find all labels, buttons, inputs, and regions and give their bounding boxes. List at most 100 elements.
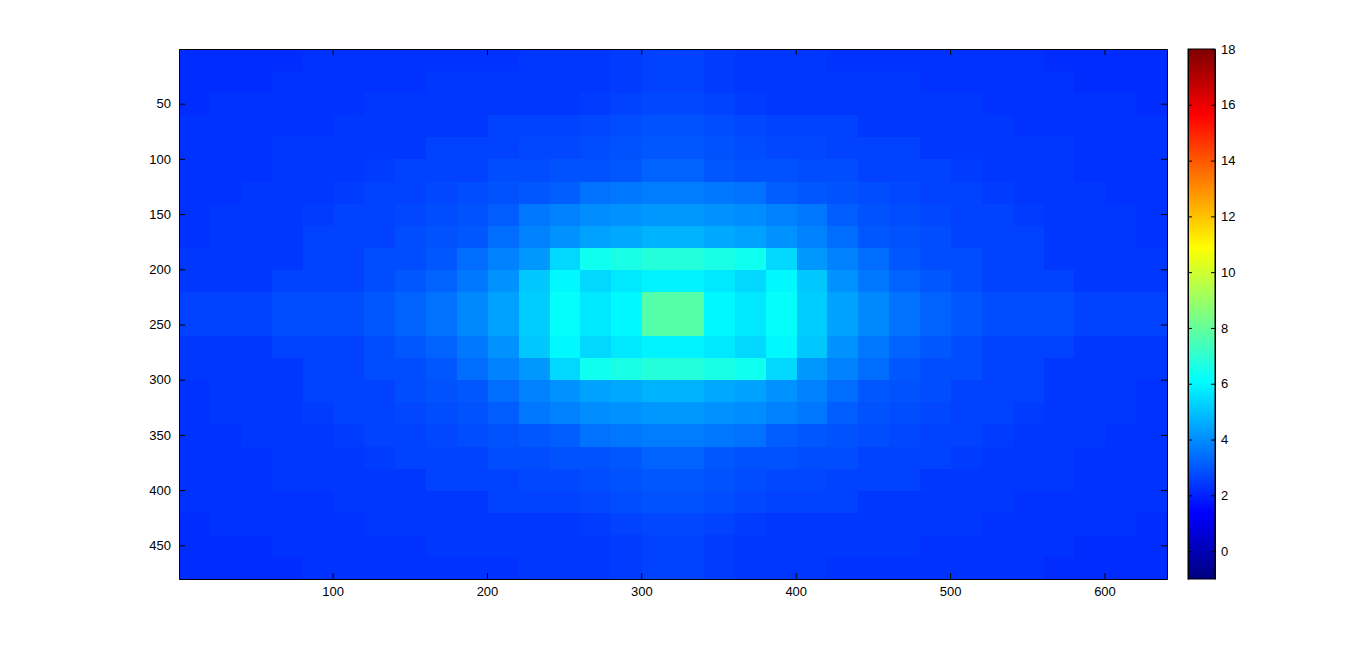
heat-cell [673, 182, 704, 205]
heat-cell [1074, 226, 1105, 249]
heat-cell [982, 270, 1013, 293]
heat-cell [1044, 447, 1075, 470]
tick: 50 [157, 96, 185, 111]
tick-mark [1211, 161, 1215, 162]
heat-cell [889, 336, 920, 359]
tick-mark [179, 269, 185, 270]
heat-cell [1074, 402, 1105, 425]
tick-mark [1161, 214, 1167, 215]
heat-cell [951, 402, 982, 425]
heat-cell [642, 513, 673, 536]
heat-cell [210, 491, 241, 514]
heat-cell [920, 270, 951, 293]
heat-cell [827, 535, 858, 558]
heat-cell [241, 380, 272, 403]
heat-cell [457, 71, 488, 94]
tick-mark [796, 49, 797, 55]
heat-cell [827, 336, 858, 359]
heat-cell [457, 292, 488, 315]
tick [333, 49, 334, 55]
tick-label: 0 [1221, 544, 1228, 559]
heat-cell [1136, 535, 1167, 558]
heat-cell [951, 182, 982, 205]
tick-label: 400 [149, 483, 171, 498]
heat-cell [797, 380, 828, 403]
tick-mark [1211, 105, 1215, 106]
heat-cell [889, 226, 920, 249]
heat-cell [611, 248, 642, 271]
heat-cell [1105, 292, 1136, 315]
heat-cell [272, 115, 303, 138]
heat-cell [1074, 314, 1105, 337]
heat-cell [766, 535, 797, 558]
heat-cell [889, 535, 920, 558]
heat-cell [550, 557, 581, 579]
tick: 0 [1211, 544, 1228, 559]
heat-cell [303, 204, 334, 227]
heat-cell [395, 336, 426, 359]
tick-label: 6 [1221, 376, 1228, 391]
heat-cell [797, 49, 828, 72]
heat-cell [1044, 204, 1075, 227]
heat-cell [766, 182, 797, 205]
heat-cell [889, 491, 920, 514]
heat-cell [673, 137, 704, 160]
tick [1161, 214, 1167, 215]
tick-mark [1161, 490, 1167, 491]
heat-cell [550, 424, 581, 447]
x-axis: 100200300400500600 [180, 573, 1168, 599]
heat-cell [827, 93, 858, 116]
heat-cell [488, 513, 519, 536]
heat-cell [1136, 270, 1167, 293]
heat-cell [735, 380, 766, 403]
heat-cell [1105, 159, 1136, 182]
heat-cell [179, 115, 210, 138]
heat-cell [179, 424, 210, 447]
heat-cell [1105, 49, 1136, 72]
heat-cell [611, 535, 642, 558]
heat-cell [766, 49, 797, 72]
heat-cell [179, 248, 210, 271]
heat-cell [1136, 226, 1167, 249]
heat-cell [920, 513, 951, 536]
tick [1161, 380, 1167, 381]
heat-cell [179, 380, 210, 403]
heat-cell [889, 402, 920, 425]
heat-cell [704, 314, 735, 337]
chart-svg: 1002003004005006005010015020025030035040… [0, 0, 1366, 651]
tick-label: 18 [1221, 42, 1235, 57]
heat-cell [1136, 491, 1167, 514]
heat-cell [580, 49, 611, 72]
heat-cell [550, 513, 581, 536]
heat-cell [766, 447, 797, 470]
heat-cell [426, 447, 457, 470]
heat-cell [210, 248, 241, 271]
heat-cell [580, 226, 611, 249]
heat-cell [550, 115, 581, 138]
heat-cell [704, 270, 735, 293]
heat-cell [1074, 137, 1105, 160]
heat-cell [1136, 137, 1167, 160]
heat-cell [951, 226, 982, 249]
heat-cell [241, 182, 272, 205]
heat-cell [550, 469, 581, 492]
tick [1161, 490, 1167, 491]
heat-cell [642, 270, 673, 293]
tick-mark [1188, 384, 1192, 385]
heat-cell [550, 182, 581, 205]
tick-mark [333, 573, 334, 579]
heat-cell [333, 137, 364, 160]
heat-cell [333, 535, 364, 558]
heat-cell [797, 402, 828, 425]
heat-cell [488, 336, 519, 359]
heat-cell [920, 292, 951, 315]
heat-cell [1044, 314, 1075, 337]
tick-mark [1161, 545, 1167, 546]
heat-cell [457, 447, 488, 470]
heat-cell [1044, 336, 1075, 359]
tick-mark [1211, 328, 1215, 329]
heat-cell [179, 204, 210, 227]
heat-cell [611, 469, 642, 492]
heat-cell [519, 204, 550, 227]
heat-cell [642, 248, 673, 271]
